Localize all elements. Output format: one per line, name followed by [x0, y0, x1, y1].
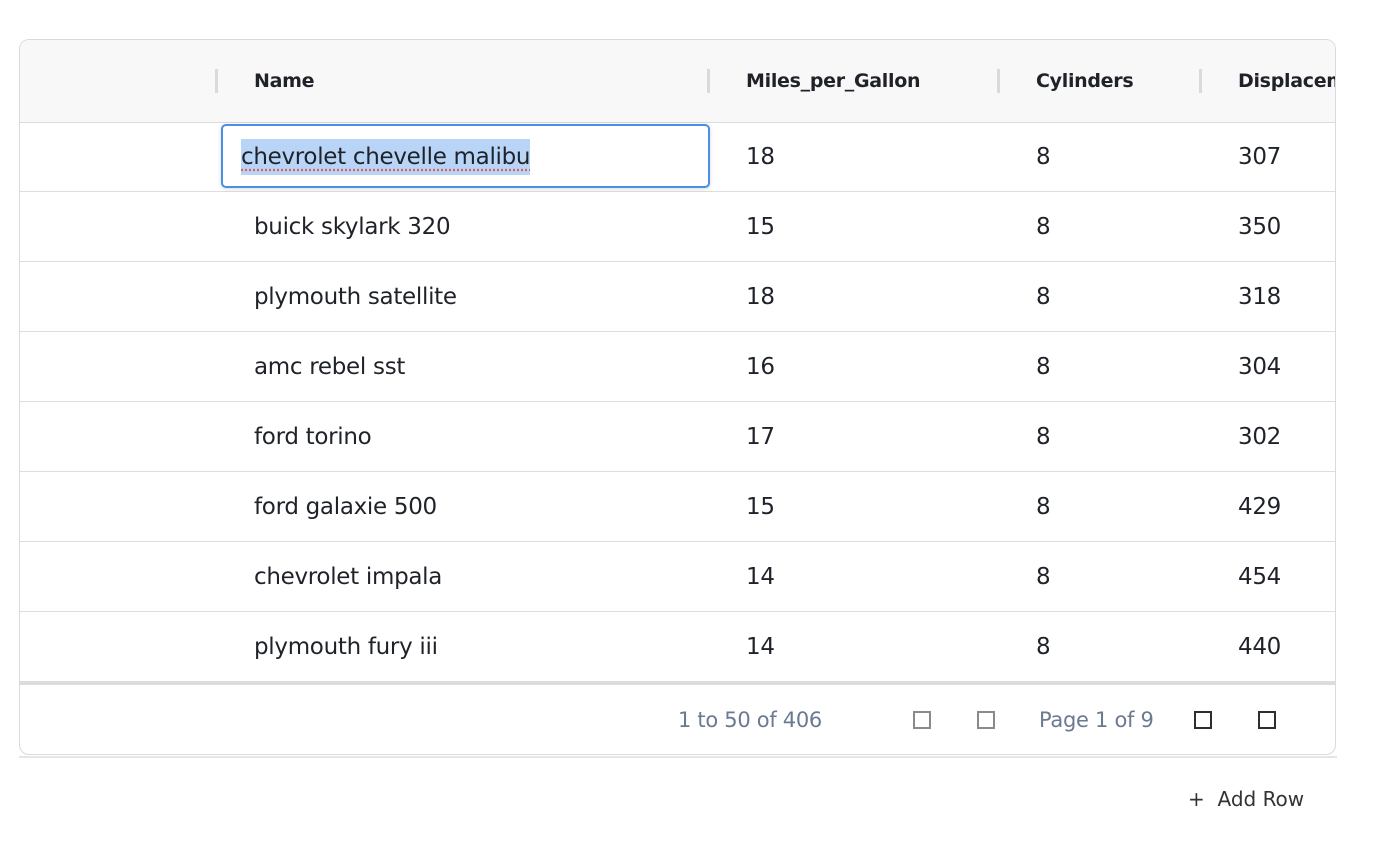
- column-header-mpg[interactable]: Miles_per_Gallon: [746, 70, 921, 92]
- column-header-cylinders[interactable]: Cylinders: [1036, 70, 1134, 92]
- table-row: chevrolet impala 14 8 454: [20, 542, 1335, 612]
- column-header-displacement[interactable]: Displacement: [1238, 70, 1335, 92]
- cell-name[interactable]: chevrolet impala: [254, 564, 443, 590]
- cell-displacement[interactable]: 429: [1238, 494, 1281, 520]
- cell-cylinders[interactable]: 8: [1036, 214, 1051, 240]
- next-page-icon[interactable]: [1194, 711, 1212, 729]
- cell-cylinders[interactable]: 8: [1036, 494, 1051, 520]
- add-row-button[interactable]: + Add Row: [1188, 784, 1304, 814]
- cell-name[interactable]: buick skylark 320: [254, 214, 451, 240]
- page-indicator: Page 1 of 9: [1039, 708, 1154, 732]
- cell-mpg[interactable]: 15: [746, 214, 775, 240]
- table-row: ford galaxie 500 15 8 429: [20, 472, 1335, 542]
- table-row: plymouth satellite 18 8 318: [20, 262, 1335, 332]
- cell-displacement[interactable]: 307: [1238, 144, 1281, 170]
- cell-displacement[interactable]: 318: [1238, 284, 1281, 310]
- add-row-label: Add Row: [1217, 787, 1305, 811]
- cell-mpg[interactable]: 14: [746, 564, 775, 590]
- table-row: ford torino 17 8 302: [20, 402, 1335, 472]
- first-page-icon[interactable]: [913, 711, 931, 729]
- table-row: buick skylark 320 15 8 350: [20, 192, 1335, 262]
- table-row: plymouth fury iii 14 8 440: [20, 612, 1335, 682]
- cell-cylinders[interactable]: 8: [1036, 354, 1051, 380]
- cell-cylinders[interactable]: 8: [1036, 144, 1051, 170]
- cell-mpg[interactable]: 15: [746, 494, 775, 520]
- cell-mpg[interactable]: 18: [746, 144, 775, 170]
- plus-icon: +: [1188, 787, 1205, 811]
- cell-name[interactable]: ford galaxie 500: [254, 494, 437, 520]
- cell-cylinders[interactable]: 8: [1036, 564, 1051, 590]
- cell-mpg[interactable]: 14: [746, 634, 775, 660]
- cell-mpg[interactable]: 18: [746, 284, 775, 310]
- cell-cylinders[interactable]: 8: [1036, 424, 1051, 450]
- cell-cylinders[interactable]: 8: [1036, 284, 1051, 310]
- pagination-bar: 1 to 50 of 406 Page 1 of 9: [20, 682, 1335, 754]
- previous-page-icon[interactable]: [977, 711, 995, 729]
- divider: [19, 756, 1337, 758]
- selected-text: chevrolet chevelle malibu: [241, 139, 531, 175]
- grid-header: Name Miles_per_Gallon Cylinders Displace…: [20, 40, 1335, 123]
- cell-displacement[interactable]: 302: [1238, 424, 1281, 450]
- row-range-text: 1 to 50 of 406: [678, 708, 822, 732]
- column-resize-handle[interactable]: [997, 69, 1000, 93]
- last-page-icon[interactable]: [1258, 711, 1276, 729]
- column-resize-handle[interactable]: [215, 69, 218, 93]
- cell-mpg[interactable]: 16: [746, 354, 775, 380]
- cell-cylinders[interactable]: 8: [1036, 634, 1051, 660]
- cell-name[interactable]: plymouth fury iii: [254, 634, 438, 660]
- table-row: amc rebel sst 16 8 304: [20, 332, 1335, 402]
- data-grid: Name Miles_per_Gallon Cylinders Displace…: [19, 39, 1336, 755]
- column-header-name[interactable]: Name: [254, 70, 315, 92]
- column-resize-handle[interactable]: [1199, 69, 1202, 93]
- cell-name[interactable]: ford torino: [254, 424, 372, 450]
- cell-editor-input[interactable]: chevrolet chevelle malibu: [221, 124, 710, 188]
- cell-name[interactable]: amc rebel sst: [254, 354, 406, 380]
- cell-name[interactable]: plymouth satellite: [254, 284, 457, 310]
- cell-displacement[interactable]: 304: [1238, 354, 1281, 380]
- cell-mpg[interactable]: 17: [746, 424, 775, 450]
- column-resize-handle[interactable]: [707, 69, 710, 93]
- cell-displacement[interactable]: 350: [1238, 214, 1281, 240]
- cell-displacement[interactable]: 440: [1238, 634, 1281, 660]
- cell-displacement[interactable]: 454: [1238, 564, 1281, 590]
- table-row: chevrolet chevelle malibu 18 8 307: [20, 122, 1335, 192]
